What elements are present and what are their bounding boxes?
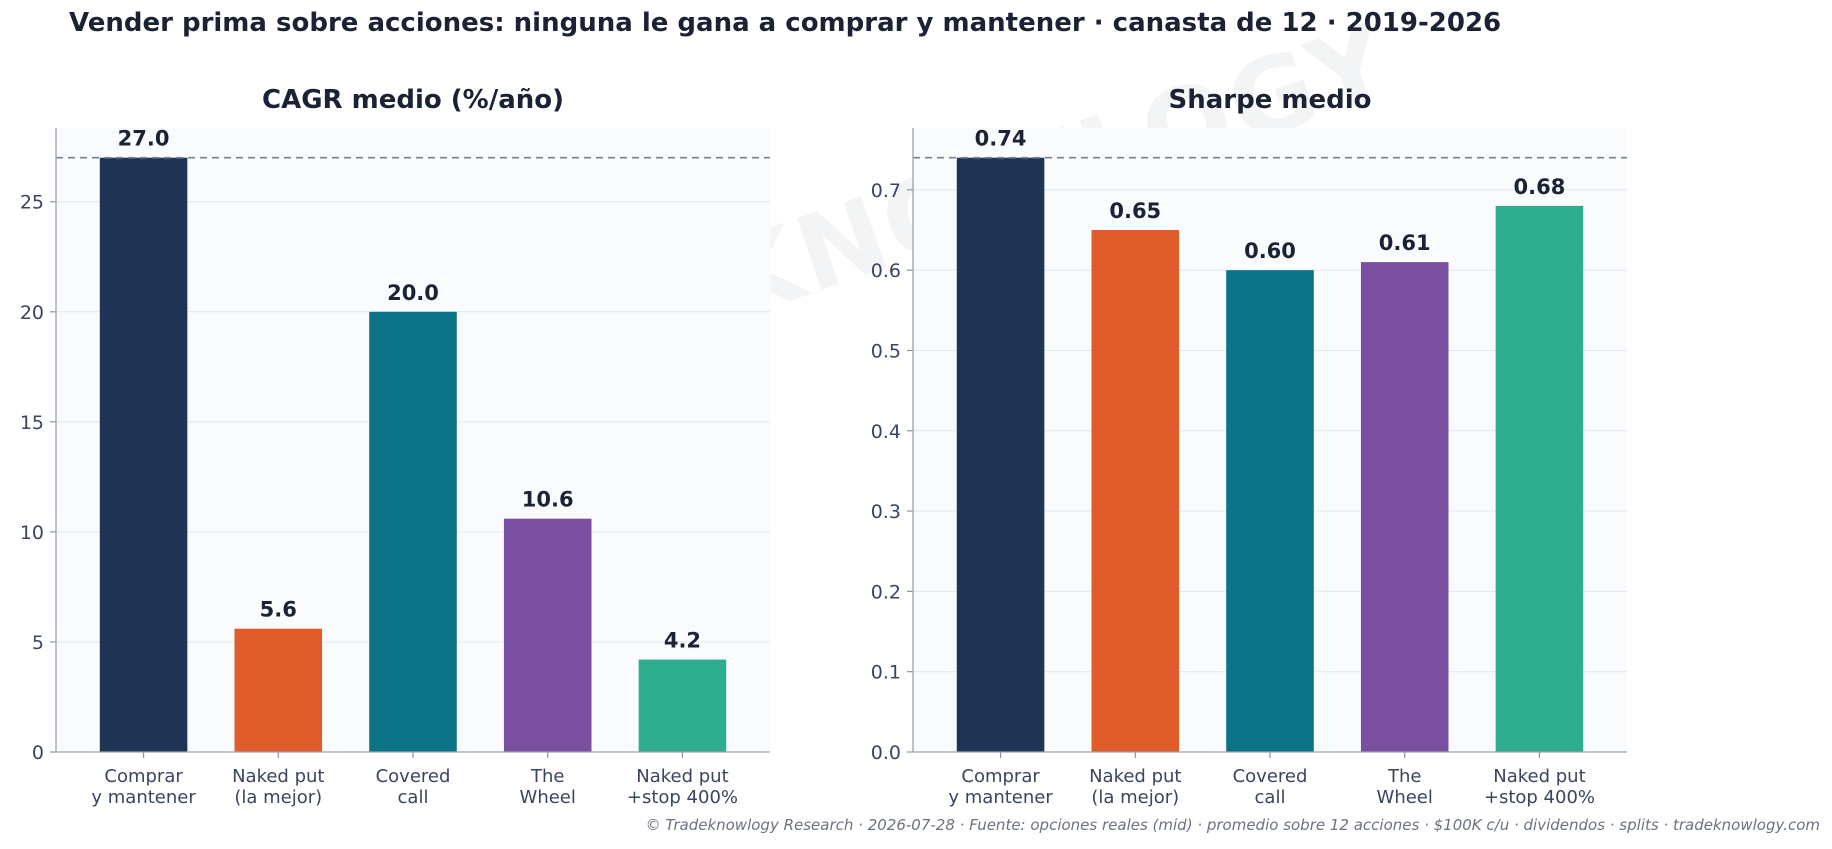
y-tick-label: 25 <box>20 192 44 214</box>
y-tick-label: 0.3 <box>871 501 901 523</box>
data-label: 5.6 <box>260 598 297 622</box>
x-tick-label: Covered call <box>1233 766 1308 808</box>
y-tick-label: 0 <box>32 742 44 764</box>
y-tick-label: 0.5 <box>871 340 901 362</box>
x-tick-label: Naked put (la mejor) <box>1089 766 1181 808</box>
y-tick-label: 0.6 <box>871 260 901 282</box>
y-tick-label: 15 <box>20 412 44 434</box>
bar <box>638 659 727 752</box>
figure-title: Vender prima sobre acciones: ninguna le … <box>69 8 1502 38</box>
y-tick-label: 20 <box>20 302 44 324</box>
bar <box>1226 270 1314 752</box>
y-tick-label: 0.1 <box>871 662 901 684</box>
bar <box>234 628 323 752</box>
chart-title: Sharpe medio <box>1168 85 1371 115</box>
data-label: 0.68 <box>1514 175 1566 199</box>
bar <box>956 157 1045 752</box>
y-tick-label: 0.4 <box>871 421 901 443</box>
data-label: 0.65 <box>1109 199 1161 223</box>
x-tick-label: The Wheel <box>1377 766 1433 808</box>
data-label: 0.61 <box>1379 231 1431 255</box>
data-label: 20.0 <box>387 281 439 305</box>
data-label: 4.2 <box>664 629 701 653</box>
y-tick-label: 0.2 <box>871 581 901 603</box>
data-label: 0.60 <box>1244 239 1296 263</box>
x-tick-label: Naked put (la mejor) <box>232 766 324 808</box>
data-label: 0.74 <box>975 127 1027 151</box>
data-label: 10.6 <box>522 488 574 512</box>
footer-credits: © Tradeknowlogy Research · 2026-07-28 · … <box>645 816 1820 834</box>
y-tick-label: 10 <box>20 522 44 544</box>
x-tick-label: The Wheel <box>520 766 576 808</box>
bar <box>369 311 457 752</box>
chart-panel-2: 0.0 0.1 0.2 0.3 0.4 0.5 0.6 0.7 0.74 Comprar y man… <box>871 85 1627 808</box>
bar <box>1495 205 1584 753</box>
y-tick-label: 0.0 <box>871 742 901 764</box>
x-tick-label: Naked put +stop 400% <box>627 766 738 808</box>
bar <box>1091 229 1180 752</box>
x-tick-label: Naked put +stop 400% <box>1484 766 1595 808</box>
x-tick-label: Comprar y mantener <box>91 766 196 808</box>
bar <box>99 157 188 752</box>
y-tick-label: 0.7 <box>871 180 901 202</box>
data-label: 27.0 <box>118 127 170 151</box>
x-tick-label: Covered call <box>376 766 451 808</box>
y-tick-label: 5 <box>32 632 44 654</box>
bar <box>503 518 592 752</box>
chart-title: CAGR medio (%/año) <box>262 85 564 115</box>
x-tick-label: Comprar y mantener <box>948 766 1053 808</box>
chart-panel-1: 0 5 10 15 20 25 27.0 Comprar y mantener 5.6 Naked … <box>20 85 770 808</box>
bar <box>1360 262 1449 752</box>
